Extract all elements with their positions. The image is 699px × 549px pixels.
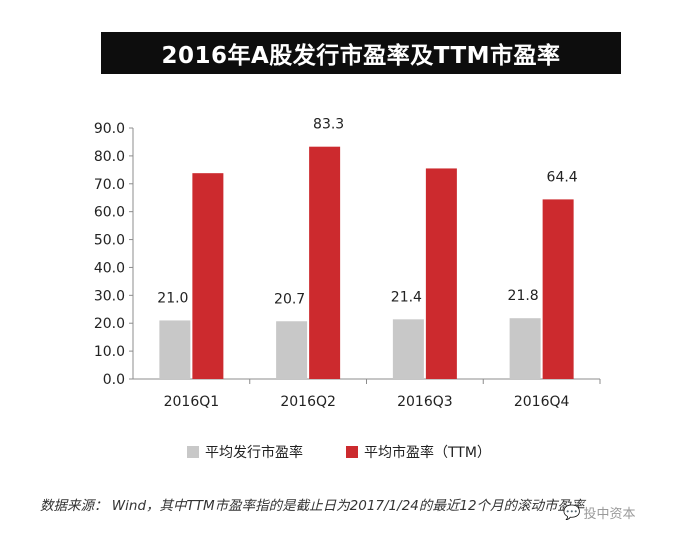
bar-issue-pe <box>392 319 424 379</box>
wechat-icon: 💬 <box>563 504 581 521</box>
legend-swatch-ttm-pe <box>346 446 358 458</box>
y-tick-label: 0.0 <box>103 372 125 388</box>
y-tick-label: 30.0 <box>94 288 125 304</box>
data-label: 21.0 <box>157 290 188 306</box>
y-tick-label: 90.0 <box>94 121 125 137</box>
source-note: 数据来源： Wind，其中TTM市盈率指的是截止日为2017/1/24的最近12… <box>40 498 585 514</box>
y-tick-label: 10.0 <box>94 344 125 360</box>
bar-issue-pe <box>159 320 191 379</box>
chart-title: 2016年A股发行市盈率及TTM市盈率 <box>101 32 621 74</box>
bar-issue-pe <box>509 318 541 379</box>
watermark-text: 投中资本 <box>583 507 636 522</box>
bar-ttm-pe <box>542 199 574 379</box>
x-tick-label: 2016Q3 <box>397 394 453 410</box>
x-tick-label: 2016Q1 <box>164 394 220 410</box>
data-label: 21.4 <box>391 289 422 305</box>
data-label: 64.4 <box>547 169 578 185</box>
bar-ttm-pe <box>425 168 457 379</box>
legend-swatch-issue-pe <box>187 446 199 458</box>
data-label: 83.3 <box>313 117 344 133</box>
y-tick-label: 60.0 <box>94 205 125 221</box>
legend-label-issue-pe: 平均发行市盈率 <box>205 445 303 461</box>
x-tick-label: 2016Q2 <box>280 394 336 410</box>
legend-label-ttm-pe: 平均市盈率（TTM） <box>364 445 491 461</box>
watermark: 💬 投中资本 <box>563 503 636 523</box>
legend: 平均发行市盈率 平均市盈率（TTM） <box>0 442 699 464</box>
y-tick-label: 40.0 <box>94 260 125 276</box>
y-tick-label: 70.0 <box>94 177 125 193</box>
legend-item-issue-pe: 平均发行市盈率 <box>187 442 303 462</box>
data-label: 20.7 <box>274 291 305 307</box>
bar-issue-pe <box>276 321 308 379</box>
bar-ttm-pe <box>309 146 341 379</box>
x-tick-label: 2016Q4 <box>514 394 570 410</box>
data-label: 21.8 <box>508 288 539 304</box>
bar-chart: 0.0 10.0 20.0 30.0 40.0 50.0 60.0 70.0 80.0 90.0 2… <box>94 117 601 410</box>
legend-item-ttm-pe: 平均市盈率（TTM） <box>346 442 491 462</box>
bar-ttm-pe <box>192 173 224 379</box>
y-tick-label: 80.0 <box>94 149 125 165</box>
y-tick-label: 20.0 <box>94 316 125 332</box>
y-tick-label: 50.0 <box>94 233 125 249</box>
